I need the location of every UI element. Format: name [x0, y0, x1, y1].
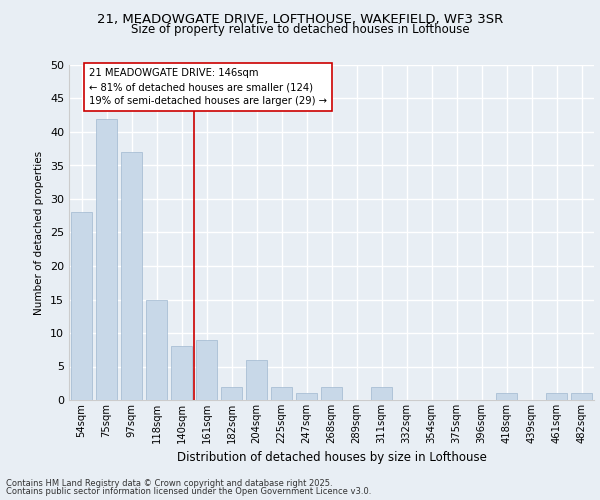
Bar — [221, 386, 242, 400]
Bar — [271, 386, 292, 400]
Bar — [196, 340, 217, 400]
Bar — [371, 386, 392, 400]
Y-axis label: Number of detached properties: Number of detached properties — [34, 150, 44, 314]
Bar — [321, 386, 342, 400]
Bar — [496, 394, 517, 400]
Text: Contains HM Land Registry data © Crown copyright and database right 2025.: Contains HM Land Registry data © Crown c… — [6, 478, 332, 488]
Text: Contains public sector information licensed under the Open Government Licence v3: Contains public sector information licen… — [6, 487, 371, 496]
Text: Size of property relative to detached houses in Lofthouse: Size of property relative to detached ho… — [131, 22, 469, 36]
Bar — [296, 394, 317, 400]
Bar — [121, 152, 142, 400]
Bar — [146, 300, 167, 400]
Bar — [571, 394, 592, 400]
Text: 21, MEADOWGATE DRIVE, LOFTHOUSE, WAKEFIELD, WF3 3SR: 21, MEADOWGATE DRIVE, LOFTHOUSE, WAKEFIE… — [97, 12, 503, 26]
Text: 21 MEADOWGATE DRIVE: 146sqm
← 81% of detached houses are smaller (124)
19% of se: 21 MEADOWGATE DRIVE: 146sqm ← 81% of det… — [89, 68, 327, 106]
Bar — [71, 212, 92, 400]
Bar — [246, 360, 267, 400]
X-axis label: Distribution of detached houses by size in Lofthouse: Distribution of detached houses by size … — [176, 452, 487, 464]
Bar — [546, 394, 567, 400]
Bar — [96, 118, 117, 400]
Bar — [171, 346, 192, 400]
